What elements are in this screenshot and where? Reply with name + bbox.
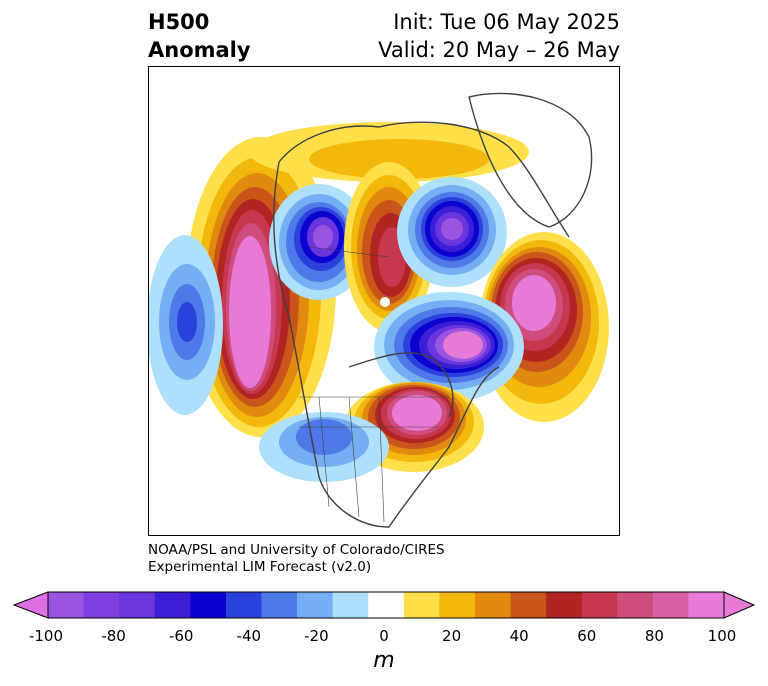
- colorbar-unit: m: [373, 648, 395, 673]
- colorbar-outline: [47, 591, 725, 619]
- colorbar-cell: [474, 592, 512, 618]
- colorbar-tick-label: -60: [168, 627, 194, 645]
- colorbar: [12, 591, 756, 619]
- title-field: Anomaly: [148, 38, 251, 62]
- colorbar-tick-label: 20: [442, 627, 462, 645]
- init-date: Init: Tue 06 May 2025: [393, 10, 620, 34]
- valid-range: Valid: 20 May – 26 May: [378, 38, 620, 62]
- colorbar-low-extend: [12, 591, 49, 619]
- colorbar-cell: [190, 592, 227, 618]
- title-variable: H500: [148, 10, 210, 34]
- colorbar-cell: [617, 592, 654, 618]
- colorbar-tick-label: -80: [101, 627, 126, 645]
- colorbar-tick-label: -40: [236, 627, 262, 645]
- colorbar-cells: [48, 592, 725, 618]
- trough-north-america-east: [374, 292, 524, 402]
- credit-line-2: Experimental LIM Forecast (v2.0): [148, 559, 372, 575]
- colorbar-cell: [368, 592, 405, 618]
- trough-southwest-us: [259, 412, 389, 482]
- colorbar-tick-label: -100: [28, 627, 64, 645]
- credit-line-1: NOAA/PSL and University of Colorado/CIRE…: [148, 542, 445, 558]
- colorbar-cell: [688, 592, 725, 618]
- colorbar-tick-label: 100: [707, 627, 737, 645]
- colorbar-cell: [581, 592, 618, 618]
- credit-block: NOAA/PSL and University of Colorado/CIRE…: [148, 542, 445, 576]
- colorbar-ticks: -100 -80 -60 -40 -20 0 20 40 60 80 100: [0, 627, 768, 647]
- trough-north-pacific: [149, 235, 223, 415]
- colorbar-tick-label: 80: [644, 627, 664, 645]
- map-canvas: [149, 92, 609, 528]
- political-boundaries: [299, 246, 449, 523]
- trough-baffin-greenland: [397, 177, 507, 287]
- colorbar-cell: [652, 592, 689, 618]
- map-title: H500 Anomaly: [148, 8, 251, 64]
- colorbar-cell: [119, 592, 156, 618]
- colorbar-tick-label: 0: [379, 627, 389, 645]
- anomaly-map: [148, 66, 620, 536]
- colorbar-cell: [261, 592, 298, 618]
- colorbar-tick-label: 40: [509, 627, 529, 645]
- pole-marker: [380, 297, 390, 307]
- ridge-west-coast: [186, 137, 336, 437]
- colorbar-tick-label: -20: [304, 627, 329, 645]
- colorbar-cell: [332, 592, 369, 618]
- colorbar-cell: [297, 592, 334, 618]
- colorbar-cell: [154, 592, 191, 618]
- colorbar-cell: [546, 592, 583, 618]
- colorbar-cell: [83, 592, 120, 618]
- colorbar-cell: [510, 592, 547, 618]
- trough-western-canada: [269, 184, 369, 300]
- colorbar-cell: [225, 592, 262, 618]
- colorbar-cell: [48, 592, 85, 618]
- coastlines: [273, 92, 593, 528]
- colorbar-high-extend: [723, 591, 756, 619]
- colorbar-tick-label: 60: [577, 627, 597, 645]
- colorbar-cell: [403, 592, 440, 618]
- map-subtitle: Init: Tue 06 May 2025 Valid: 20 May – 26…: [378, 8, 620, 64]
- colorbar-cell: [439, 592, 476, 618]
